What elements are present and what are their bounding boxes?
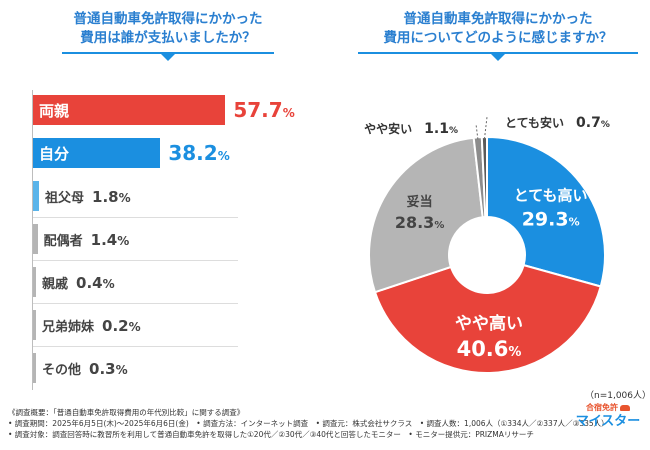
right-chart-title: 普通自動車免許取得にかかった 費用についてどのように感じますか？ <box>358 10 638 61</box>
slice-callout-label: とても安い 0.7% <box>505 115 610 131</box>
bar <box>33 310 36 340</box>
bar-value-label: 0.4% <box>76 273 115 292</box>
left-title-line2: 費用は誰が支払いましたか？ <box>80 30 256 46</box>
bar-row: 配偶者 1.4% <box>33 224 129 254</box>
bar <box>33 353 36 383</box>
bar-value-label: 1.8% <box>92 187 131 206</box>
bar-value-label: 0.3% <box>89 359 128 378</box>
callout-line <box>483 116 488 140</box>
donut-slice <box>373 263 602 374</box>
brand-logo: 合宿免許 マイスター <box>572 402 644 442</box>
footnote-survey-title: 《調査概要：「普通自動車免許取得費用の年代別比較」に関する調査》 <box>8 408 245 417</box>
bar-category-label: 親戚 <box>42 276 69 292</box>
bar <box>33 181 39 211</box>
row-divider <box>33 303 238 304</box>
title-pointer <box>490 53 506 61</box>
donut-slice <box>368 136 484 294</box>
row-divider <box>33 260 238 261</box>
bar-category-label: 祖父母 <box>45 190 85 206</box>
bar-value-label: 0.2% <box>102 316 141 335</box>
left-chart-title: 普通自動車免許取得にかかった 費用は誰が支払いましたか？ <box>62 10 274 61</box>
slice-category-label: やや高い <box>455 313 523 334</box>
donut-slice <box>480 135 488 219</box>
bar <box>33 267 36 297</box>
slice-value-label: 40.6% <box>457 337 522 361</box>
slice-category-label: 妥当 <box>407 194 433 210</box>
bar-row: その他 0.3% <box>33 353 128 383</box>
row-divider <box>33 217 238 218</box>
bar-value-label: 1.4% <box>90 230 130 249</box>
bar-row: 自分 38.2% <box>33 138 230 168</box>
bar <box>33 224 38 254</box>
sample-size: （n=1,006人） <box>585 391 650 401</box>
right-title-line1: 普通自動車免許取得にかかった <box>403 11 593 27</box>
bar-category-label: その他 <box>42 362 82 378</box>
footnote-survey-period: • 調査期間：2025年6月5日(木)～2025年6月6日(金) • 調査方法：… <box>8 419 609 428</box>
bar-row: 祖父母 1.8% <box>33 181 131 211</box>
bar-category-label: 自分 <box>39 144 70 163</box>
bar-value-label: 57.7% <box>233 98 295 122</box>
logo-line2: マイスター <box>575 414 641 429</box>
left-title-line1: 普通自動車免許取得にかかった <box>73 11 263 27</box>
bar-value-label: 38.2% <box>168 141 230 165</box>
bar-row: 両親 57.7% <box>33 95 295 125</box>
bar: 自分 <box>33 138 161 168</box>
right-title-line2: 費用についてどのように感じますか？ <box>383 30 613 46</box>
slice-category-label: とても高い <box>514 187 588 205</box>
footnote-survey-target: • 調査対象：調査回答時に教習所を利用して普通自動車免許を取得した①20代／②3… <box>8 430 534 439</box>
logo-line1: 合宿免許 <box>586 403 618 412</box>
slice-callout-label: やや安い 1.1% <box>364 121 458 137</box>
bar-category-label: 兄弟姉妹 <box>42 319 95 335</box>
car-icon <box>620 404 630 411</box>
bar-axis <box>32 90 33 390</box>
title-pointer <box>160 53 176 61</box>
bar-row: 兄弟姉妹 0.2% <box>33 310 141 340</box>
donut-slice <box>486 135 606 288</box>
bar-category-label: 両親 <box>39 101 70 120</box>
bar: 両親 <box>33 95 226 125</box>
bar-row: 親戚 0.4% <box>33 267 115 297</box>
callout-line <box>475 123 479 140</box>
slice-value-label: 28.3% <box>395 213 445 232</box>
row-divider <box>33 346 238 347</box>
slice-value-label: 29.3% <box>522 209 580 231</box>
bar-category-label: 配偶者 <box>43 233 83 249</box>
